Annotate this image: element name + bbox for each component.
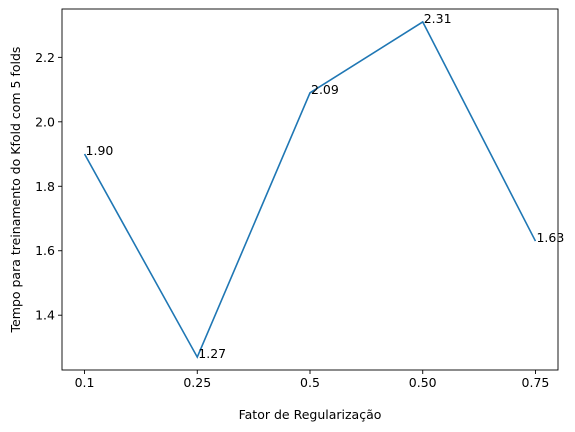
series-line — [83, 20, 537, 359]
y-tick-label: 1.6 — [35, 243, 55, 258]
data-label: 2.09 — [311, 82, 339, 97]
y-axis-label: Tempo para treinamento do Kfold com 5 fo… — [8, 47, 23, 334]
plot-frame — [61, 8, 559, 371]
y-tick-label: 2.2 — [35, 50, 55, 65]
data-label: 1.90 — [86, 143, 114, 158]
x-tick-label: 0.25 — [183, 375, 211, 390]
x-tick-label: 0.75 — [522, 375, 550, 390]
data-label: 1.27 — [198, 346, 226, 361]
data-labels: 1.90 1.27 2.09 2.31 1.63 — [86, 11, 565, 361]
x-tick-label: 0.1 — [75, 375, 95, 390]
data-label: 1.63 — [536, 230, 564, 245]
x-tick-label: 0.5 — [300, 375, 320, 390]
x-axis-ticks: 0.1 0.25 0.5 0.50 0.75 — [75, 370, 550, 390]
data-label: 2.31 — [424, 11, 452, 26]
y-tick-label: 2.0 — [35, 114, 55, 129]
y-tick-label: 1.4 — [35, 308, 55, 323]
plot-area — [62, 9, 558, 370]
x-tick-label: 0.50 — [409, 375, 437, 390]
y-axis-ticks: 1.4 1.6 1.8 2.0 2.2 — [35, 50, 62, 323]
y-tick-label: 1.8 — [35, 179, 55, 194]
x-axis-label: Fator de Regularização — [239, 407, 382, 422]
